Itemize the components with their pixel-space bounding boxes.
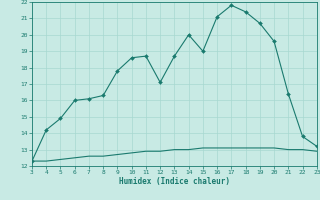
X-axis label: Humidex (Indice chaleur): Humidex (Indice chaleur)	[119, 177, 230, 186]
